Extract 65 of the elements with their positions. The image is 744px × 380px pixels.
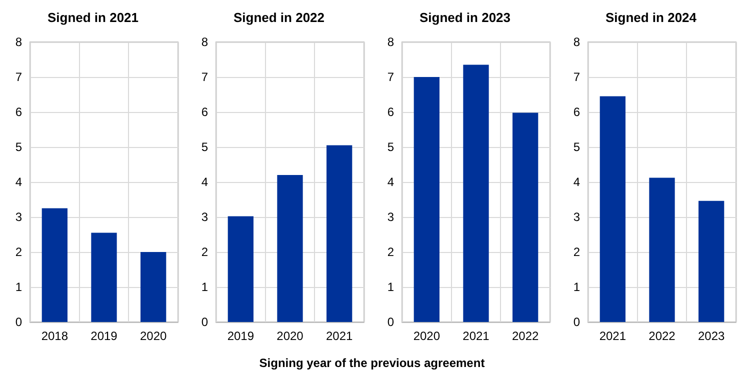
- bar: [649, 178, 675, 322]
- y-tick-label: 6: [387, 105, 394, 119]
- y-tick-label: 7: [387, 70, 394, 84]
- bar: [277, 175, 303, 322]
- y-tick-label: 8: [201, 35, 208, 49]
- x-tick-label: 2021: [326, 329, 354, 343]
- y-tick-label: 6: [15, 105, 22, 119]
- y-tick-label: 3: [573, 210, 580, 224]
- bar: [698, 200, 724, 322]
- y-tick-label: 0: [387, 315, 394, 329]
- x-tick-label: 2019: [90, 329, 118, 343]
- x-tick-label: 2019: [227, 329, 254, 343]
- y-tick-label: 6: [201, 105, 208, 119]
- bar: [512, 112, 538, 322]
- y-tick-label: 2: [201, 245, 208, 259]
- bar: [140, 252, 166, 322]
- y-tick-label: 5: [573, 140, 580, 154]
- bar: [414, 77, 440, 322]
- bar: [326, 145, 352, 322]
- y-tick-label: 8: [387, 35, 394, 49]
- y-tick-label: 3: [387, 210, 394, 224]
- bar: [600, 96, 626, 322]
- y-tick-label: 1: [573, 280, 580, 294]
- chart-title: Signed in 2023: [419, 10, 511, 25]
- x-tick-label: 2023: [698, 329, 726, 343]
- y-tick-label: 0: [15, 315, 22, 329]
- y-tick-label: 4: [15, 175, 22, 189]
- y-tick-label: 2: [15, 245, 22, 259]
- y-tick-label: 2: [387, 245, 394, 259]
- y-tick-label: 8: [573, 35, 580, 49]
- y-tick-label: 0: [201, 315, 208, 329]
- x-tick-label: 2020: [413, 329, 440, 343]
- y-tick-label: 4: [573, 175, 580, 189]
- y-tick-label: 3: [15, 210, 22, 224]
- y-tick-label: 7: [15, 70, 22, 84]
- text: Signing year of the previous agreement: [258, 356, 486, 370]
- x-tick-label: 2021: [599, 329, 626, 343]
- chart-title: Signed in 2024: [605, 10, 698, 25]
- x-tick-label: 2021: [462, 329, 490, 343]
- bar: [228, 216, 254, 322]
- y-tick-label: 1: [387, 280, 394, 294]
- y-tick-label: 3: [201, 210, 208, 224]
- y-tick-label: 2: [573, 245, 580, 259]
- y-tick-label: 5: [387, 140, 394, 154]
- x-tick-label: 2020: [140, 329, 168, 343]
- bar: [42, 208, 68, 322]
- y-tick-label: 7: [573, 70, 580, 84]
- bar: [91, 232, 117, 322]
- y-tick-label: 5: [15, 140, 22, 154]
- y-tick-label: 4: [387, 175, 394, 189]
- y-tick-label: 7: [201, 70, 208, 84]
- x-tick-label: 2022: [512, 329, 540, 343]
- y-tick-label: 5: [201, 140, 208, 154]
- x-tick-label: 2018: [41, 329, 68, 343]
- y-tick-label: 1: [201, 280, 208, 294]
- x-tick-label: 2022: [648, 329, 676, 343]
- chart-title: Signed in 2021: [47, 10, 139, 25]
- y-tick-label: 4: [201, 175, 208, 189]
- bar: [463, 64, 489, 322]
- x-tick-label: 2020: [276, 329, 304, 343]
- y-tick-label: 6: [573, 105, 580, 119]
- y-tick-label: 0: [573, 315, 580, 329]
- y-tick-label: 1: [15, 280, 22, 294]
- chart-title: Signed in 2022: [233, 10, 325, 25]
- y-tick-label: 8: [15, 35, 22, 49]
